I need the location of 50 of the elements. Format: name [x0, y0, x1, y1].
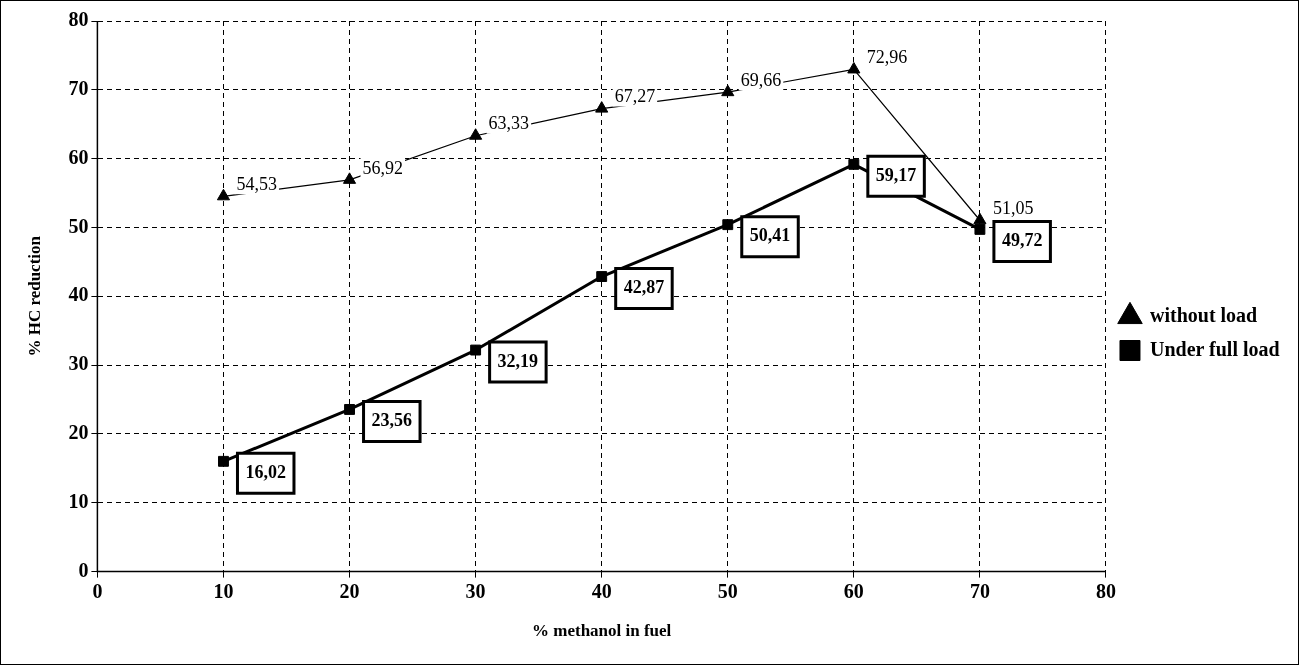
x-tick-label: 50	[717, 579, 738, 602]
point	[848, 158, 860, 170]
data-label: 67,27	[614, 86, 656, 107]
x-tick-label: 20	[339, 579, 360, 602]
data-label: 72,96	[866, 47, 908, 68]
data-label: 23,56	[371, 410, 413, 431]
data-label: 42,87	[623, 277, 665, 298]
x-tick-label: 60	[843, 579, 864, 602]
data-label: 56,92	[362, 157, 404, 178]
x-tick-label: 10	[213, 579, 234, 602]
point	[722, 219, 734, 231]
x-tick-label: 80	[1095, 579, 1116, 602]
data-label: 69,66	[740, 69, 782, 90]
data-label: 49,72	[1001, 230, 1043, 251]
x-tick-label: 70	[969, 579, 990, 602]
y-tick-label: 70	[68, 77, 89, 99]
data-label: 54,53	[236, 174, 277, 195]
data-label: 63,33	[488, 113, 530, 134]
y-tick-label: 20	[68, 421, 89, 444]
x-tick-label: 40	[591, 579, 612, 602]
y-tick-label: 50	[68, 214, 89, 237]
y-tick-label: 80	[68, 8, 89, 31]
y-tick-label: 30	[68, 352, 89, 375]
y-tick-label: 40	[68, 283, 89, 306]
point	[595, 101, 609, 113]
point	[974, 223, 986, 235]
x-axis-title: % methanol in fuel	[532, 621, 672, 641]
data-label: 59,17	[875, 165, 917, 186]
y-tick-label: 10	[68, 489, 89, 512]
point	[847, 61, 861, 74]
point	[342, 172, 357, 184]
point	[469, 128, 483, 140]
data-label: 50,41	[749, 225, 791, 246]
y-tick-label: 60	[68, 145, 89, 168]
data-label: 32,19	[497, 350, 539, 371]
x-tick-label: 30	[465, 579, 486, 602]
point	[344, 404, 355, 415]
legend-label: Under full load	[1149, 337, 1280, 360]
point	[218, 455, 229, 467]
legend-label: without load	[1149, 303, 1258, 326]
data-label: 51,05	[992, 197, 1034, 218]
x-tick-label: 0	[92, 579, 103, 602]
data-label: 16,02	[245, 462, 286, 482]
point	[596, 271, 608, 282]
point	[216, 188, 231, 201]
point	[721, 84, 735, 97]
y-tick-label: 0	[78, 558, 89, 581]
point	[470, 344, 482, 356]
y-axis-title: % HC reduction	[24, 235, 44, 357]
point	[973, 212, 987, 225]
